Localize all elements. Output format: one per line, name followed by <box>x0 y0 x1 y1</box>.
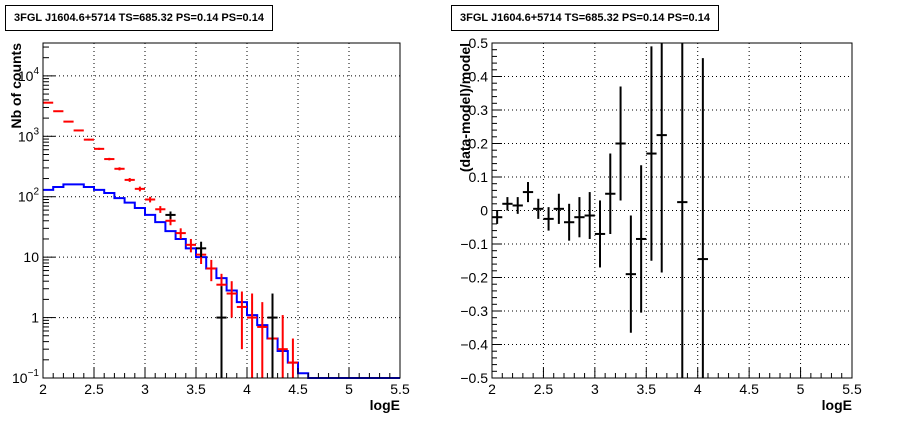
chart-title-right: 3FGL J1604.6+5714 TS=685.32 PS=0.14 PS=0… <box>451 5 719 31</box>
y-tick-label: 0 <box>480 203 488 219</box>
x-tick-label: 5 <box>345 381 353 397</box>
y-tick-label: 0.2 <box>469 136 489 152</box>
x-tick-label: 3 <box>591 381 599 397</box>
y-tick-label: −0.5 <box>460 370 488 386</box>
y-tick-label: 0.1 <box>469 169 489 185</box>
x-tick-label: 3 <box>141 381 149 397</box>
x-tick-label: 4.5 <box>288 381 308 397</box>
y-tick-label: 0.4 <box>469 69 489 85</box>
y-tick-label: 0.3 <box>469 102 489 118</box>
y-tick-label: 0.5 <box>469 35 489 51</box>
x-tick-label: 2 <box>39 381 47 397</box>
y-axis-label: (data-model)/model <box>457 43 473 172</box>
x-tick-label: 2 <box>488 381 496 397</box>
x-tick-label: 5.5 <box>842 381 862 397</box>
y-tick-label: −0.1 <box>460 236 488 252</box>
y-tick-label: 10−1 <box>12 368 39 386</box>
x-axis-label: logE <box>370 397 400 413</box>
x-tick-label: 4 <box>243 381 251 397</box>
y-tick-label: 103 <box>18 126 40 144</box>
x-tick-label: 3.5 <box>637 381 657 397</box>
x-tick-label: 4 <box>694 381 702 397</box>
x-tick-label: 2.5 <box>84 381 104 397</box>
y-tick-label: −0.2 <box>460 270 488 286</box>
x-tick-label: 2.5 <box>534 381 554 397</box>
y-axis-label: Nb of counts <box>8 43 24 129</box>
x-tick-label: 3.5 <box>186 381 206 397</box>
x-tick-label: 5 <box>797 381 805 397</box>
chart-title-left: 3FGL J1604.6+5714 TS=685.32 PS=0.14 PS=0… <box>5 5 273 31</box>
y-tick-label: 104 <box>18 66 40 84</box>
y-tick-label: −0.4 <box>460 337 488 353</box>
y-tick-label: 102 <box>18 187 40 205</box>
x-tick-label: 4.5 <box>739 381 759 397</box>
y-tick-label: −0.3 <box>460 303 488 319</box>
y-tick-label: 1 <box>31 310 39 326</box>
y-tick-label: 10 <box>23 249 39 265</box>
x-axis-label: logE <box>822 397 852 413</box>
x-tick-label: 5.5 <box>390 381 410 397</box>
